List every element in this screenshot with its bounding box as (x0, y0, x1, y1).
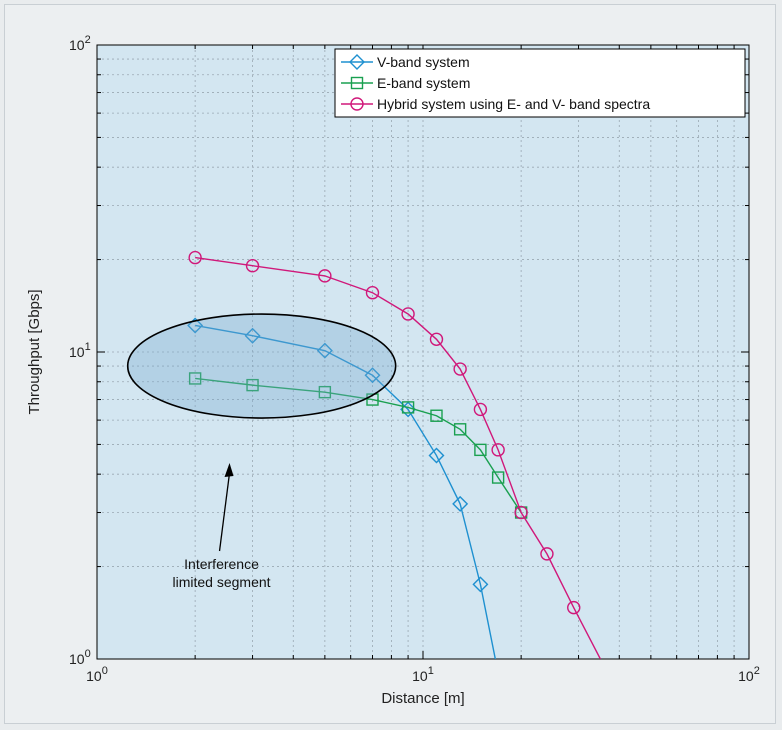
annotation-group: Interference limited segment (126, 313, 397, 590)
data-point (365, 286, 380, 300)
legend-swatch-marker (350, 76, 364, 90)
data-point (245, 259, 260, 273)
annotation-text-line2: limited segment (173, 574, 271, 590)
data-point (567, 600, 581, 615)
legend-swatch-marker (349, 54, 365, 70)
axis-ticks (97, 45, 749, 659)
data-point (491, 471, 505, 484)
data-point (473, 402, 488, 417)
data-point (452, 495, 469, 512)
data-point (430, 409, 443, 422)
legend-box (334, 48, 746, 118)
y-tick-label: 101 (69, 341, 91, 360)
x-tick-label: 102 (738, 665, 760, 684)
data-point (401, 307, 415, 321)
data-point (318, 385, 332, 399)
x-tick-label: 100 (86, 665, 108, 684)
data-point (316, 342, 333, 359)
data-point (366, 393, 379, 406)
data-point (453, 362, 467, 376)
series-line-3 (195, 256, 601, 659)
data-point (491, 443, 505, 457)
annotation-ellipse (126, 313, 397, 419)
series-clip-group (187, 250, 601, 659)
annotation-arrow-line (218, 472, 231, 552)
data-point (318, 269, 332, 283)
x-axis-label: Distance [m] (381, 690, 464, 707)
data-point (401, 401, 415, 414)
plot-border (96, 44, 750, 660)
data-point (428, 447, 445, 464)
legend: V-band system E-band system Hybrid system … (334, 48, 746, 118)
data-point (246, 378, 259, 392)
legend-label: E-band system (377, 75, 470, 91)
tick-labels: 100 101 102 100 101 102 (69, 34, 760, 684)
data-point (453, 423, 467, 436)
legend-label: Hybrid system using E- and V- band spect… (377, 96, 650, 112)
series-line-2 (195, 377, 522, 513)
legend-swatch-marker (350, 97, 364, 111)
y-axis-label: Throughput [Gbps] (26, 289, 43, 414)
x-tick-label: 101 (412, 665, 434, 684)
data-point (187, 317, 204, 334)
annotation-text-line1: Interference (184, 556, 259, 572)
data-point (188, 250, 202, 265)
data-point (188, 372, 202, 385)
data-point (400, 401, 417, 418)
data-point (540, 547, 554, 561)
legend-label: V-band system (377, 54, 470, 70)
chart-frame: Interference limited segment 100 101 102 100… (4, 4, 776, 724)
data-point (429, 332, 444, 346)
data-point (244, 327, 261, 344)
data-point (472, 576, 489, 593)
data-point (364, 367, 381, 384)
data-point (474, 443, 487, 457)
data-point (514, 505, 528, 520)
y-tick-label: 102 (69, 34, 91, 53)
annotation-arrowhead (224, 462, 234, 477)
series-line-1 (195, 324, 497, 659)
y-tick-label: 100 (69, 648, 91, 667)
series-group (187, 250, 601, 659)
